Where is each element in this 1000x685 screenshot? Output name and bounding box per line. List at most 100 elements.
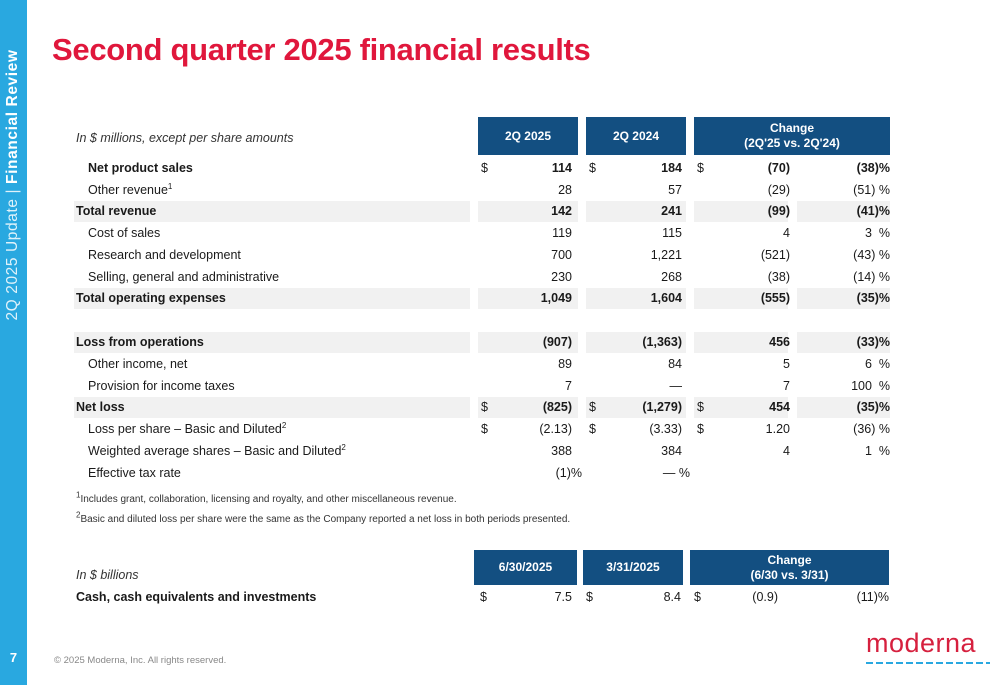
row-label: Effective tax rate	[88, 466, 181, 480]
cell-value: (0.9)	[752, 590, 778, 604]
cell-2q2025: 114	[551, 161, 572, 175]
cell-2q2025: (1)%	[555, 466, 582, 480]
row-shade	[694, 397, 788, 418]
row-label: Research and development	[88, 248, 241, 262]
cell-change: 1.20	[765, 422, 790, 436]
row-label: Loss per share – Basic and Diluted2	[88, 421, 286, 436]
row-label-text: Loss per share – Basic and Diluted	[88, 422, 282, 436]
row-shade	[586, 201, 686, 222]
cell-change-percent: (33)%	[856, 335, 890, 349]
cell-value: 7.5	[554, 590, 572, 604]
cell-change: 454	[769, 400, 790, 414]
dollar-sign: $	[589, 161, 596, 175]
header-label: 2Q 2025	[504, 128, 552, 143]
cash-table-caption: In $ billions	[76, 568, 139, 582]
header-change: Change (2Q'25 vs. 2Q'24)	[694, 117, 890, 155]
table-row: Loss from operations (907) (1,363) 456 (33)%	[0, 332, 1000, 353]
cell-change: 5	[783, 357, 790, 371]
row-label: Other revenue1	[88, 181, 173, 197]
cell-2q2025: 7	[565, 379, 572, 393]
dollar-sign: $	[589, 400, 596, 414]
cell-change-percent: (41)%	[856, 204, 890, 218]
cell-2q2024: 241	[661, 204, 682, 218]
cell-percent: (11)%	[856, 590, 889, 604]
table-row: Net product sales $114 $184 $ (70) (38)%	[0, 158, 1000, 179]
row-shade	[797, 332, 890, 353]
cell-change-percent: 3 %	[864, 226, 890, 240]
cell-change-percent: (51) %	[853, 183, 890, 197]
cash-row: Cash, cash equivalents and investments $…	[0, 587, 1000, 608]
row-shade	[74, 288, 470, 309]
row-shade	[478, 397, 578, 418]
header-label: Change	[769, 121, 814, 135]
cell-2q2024: 1,604	[650, 291, 682, 305]
row-shade	[797, 288, 890, 309]
row-label-text: Selling, general and administrative	[88, 270, 280, 284]
table-row: Loss per share – Basic and Diluted2 $ (2.1…	[0, 419, 1000, 440]
row-label: Cost of sales	[88, 226, 160, 240]
logo-dash-underline	[866, 662, 990, 664]
footnote-ref: 2	[341, 442, 346, 452]
cell-change-percent: (36) %	[853, 422, 890, 436]
row-label: Selling, general and administrative	[88, 270, 279, 284]
row-label: Total operating expenses	[76, 291, 226, 305]
dollar-sign: $	[480, 590, 487, 604]
table-row: Cost of sales 119 115 4 3 %	[0, 223, 1000, 244]
cell-2q2024: (1,279)	[642, 400, 682, 414]
cell-change: (555)	[760, 291, 790, 305]
row-label-text: Total operating expenses	[76, 291, 226, 305]
cell-2q2024: (1,363)	[642, 335, 682, 349]
footnote-2: 2Basic and diluted loss per share were t…	[76, 510, 571, 525]
row-shade	[694, 288, 788, 309]
row-label: Net product sales	[88, 161, 193, 175]
cell-2q2024: 84	[668, 357, 682, 371]
cell-change-percent: (14) %	[853, 270, 890, 284]
table-row: Total operating expenses 1,049 1,604 (555) (…	[0, 288, 1000, 309]
dollar-sign: $	[586, 590, 593, 604]
row-label: Other income, net	[88, 357, 187, 371]
header-3-31-2025: 3/31/2025	[583, 550, 683, 585]
cell-change: (521)	[760, 248, 790, 262]
cell-2q2024: 57	[668, 183, 682, 197]
row-label-text: Effective tax rate	[88, 466, 181, 480]
cell-2q2025: 142	[551, 204, 572, 218]
cell-change-percent: (43) %	[853, 248, 890, 262]
income-table-caption: In $ millions, except per share amounts	[76, 131, 294, 145]
dollar-sign: $	[481, 161, 488, 175]
header-sublabel: (2Q'25 vs. 2Q'24)	[744, 136, 840, 150]
row-shade	[478, 288, 578, 309]
table-row: Other income, net 89 84 5 6 %	[0, 354, 1000, 375]
row-shade	[797, 201, 890, 222]
cell-change: (29)	[767, 183, 790, 197]
cell-2q2025: 230	[551, 270, 572, 284]
cell-2q2024: 384	[661, 444, 682, 458]
row-label-text: Total revenue	[76, 204, 157, 218]
footnote-text: Basic and diluted loss per share were th…	[80, 514, 571, 525]
header-2q2024: 2Q 2024	[586, 117, 686, 155]
footnote-1: 1Includes grant, collaboration, licensin…	[76, 490, 457, 505]
row-label-text: Loss from operations	[76, 335, 204, 349]
row-label-text: Research and development	[88, 248, 241, 262]
header-cash-change: Change (6/30 vs. 3/31)	[690, 550, 889, 585]
footnote-text: Includes grant, collaboration, licensing…	[80, 494, 457, 505]
cell-2q2024: 184	[661, 161, 682, 175]
cell-2q2024: — %	[662, 466, 690, 480]
cell-2q2024: 268	[661, 270, 682, 284]
row-label-text: Cost of sales	[88, 226, 161, 240]
header-2q2025: 2Q 2025	[478, 117, 578, 155]
footnote-mark: 1	[76, 490, 81, 500]
row-label: Weighted average shares – Basic and Dilu…	[88, 442, 346, 458]
dollar-sign: $	[694, 590, 701, 604]
footnote-mark: 2	[76, 510, 81, 520]
cell-change-percent: 1 %	[864, 444, 890, 458]
sidebar-band: 2Q 2025 Update | Financial Review 7	[0, 0, 27, 685]
copyright-notice: © 2025 Moderna, Inc. All rights reserved…	[54, 655, 227, 666]
table-row: Weighted average shares – Basic and Dilu…	[0, 441, 1000, 462]
dollar-sign: $	[589, 422, 596, 436]
table-row: Selling, general and administrative 230 26…	[0, 267, 1000, 288]
row-label-text: Weighted average shares – Basic and Dilu…	[88, 444, 342, 458]
dollar-sign: $	[697, 161, 704, 175]
cell-change: (38)	[767, 270, 790, 284]
footnote-ref: 1	[167, 181, 173, 191]
header-label: 3/31/2025	[606, 560, 660, 574]
